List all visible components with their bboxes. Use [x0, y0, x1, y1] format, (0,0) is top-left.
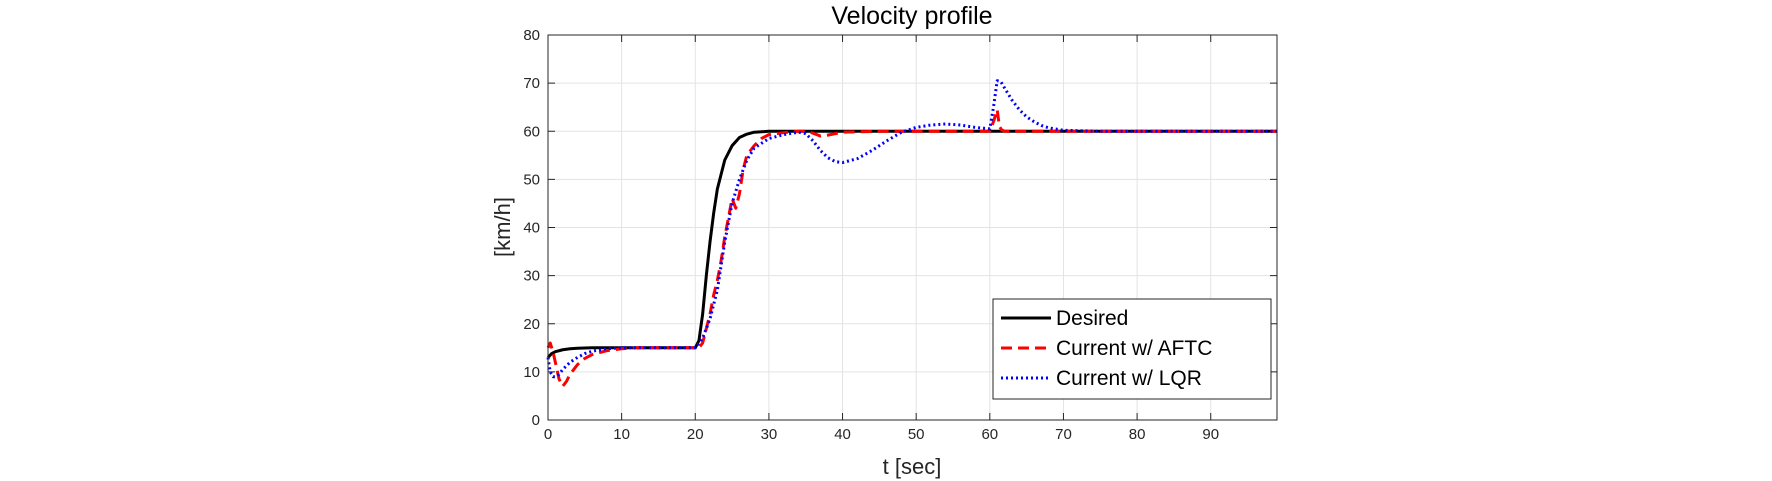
legend-label-aftc: Current w/ AFTC	[1056, 337, 1212, 360]
series-aftc-line	[546, 108, 1277, 388]
x-tick-label: 20	[687, 426, 704, 443]
y-tick-label: 60	[523, 123, 540, 140]
x-tick-label: 90	[1202, 426, 1219, 443]
y-tick-label: 30	[523, 268, 540, 285]
legend-label-desired: Desired	[1056, 307, 1128, 330]
x-tick-label: 60	[981, 426, 998, 443]
x-tick-label: 50	[908, 426, 925, 443]
x-axis-label: t [sec]	[883, 454, 942, 479]
x-tick-label: 40	[834, 426, 851, 443]
x-tick-label: 10	[613, 426, 630, 443]
y-tick-label: 0	[532, 412, 540, 429]
y-tick-label: 20	[523, 316, 540, 333]
x-tick-label: 0	[544, 426, 552, 443]
y-tick-label: 10	[523, 364, 540, 381]
y-tick-label: 70	[523, 75, 540, 92]
y-tick-label: 40	[523, 220, 540, 237]
x-tick-label: 70	[1055, 426, 1072, 443]
legend-label-lqr: Current w/ LQR	[1056, 367, 1202, 390]
x-tick-label: 80	[1129, 426, 1146, 443]
chart-title: Velocity profile	[831, 2, 992, 30]
plot-frame	[547, 34, 1278, 421]
y-tick-label: 50	[523, 171, 540, 188]
x-tick-label: 30	[761, 426, 778, 443]
series-desired-line	[546, 129, 1277, 359]
series-layer	[546, 79, 1277, 388]
legend: Desired Current w/ AFTC Current w/ LQR	[992, 298, 1272, 400]
y-axis-label: [km/h]	[490, 197, 515, 257]
y-tick-label: 80	[523, 27, 540, 44]
x-tick-labels: 0 10 20 30 40 50 60 70 80 90	[544, 426, 1219, 443]
series-lqr-line	[546, 79, 1277, 379]
y-tick-labels: 0 10 20 30 40 50 60 70 80	[523, 27, 540, 429]
